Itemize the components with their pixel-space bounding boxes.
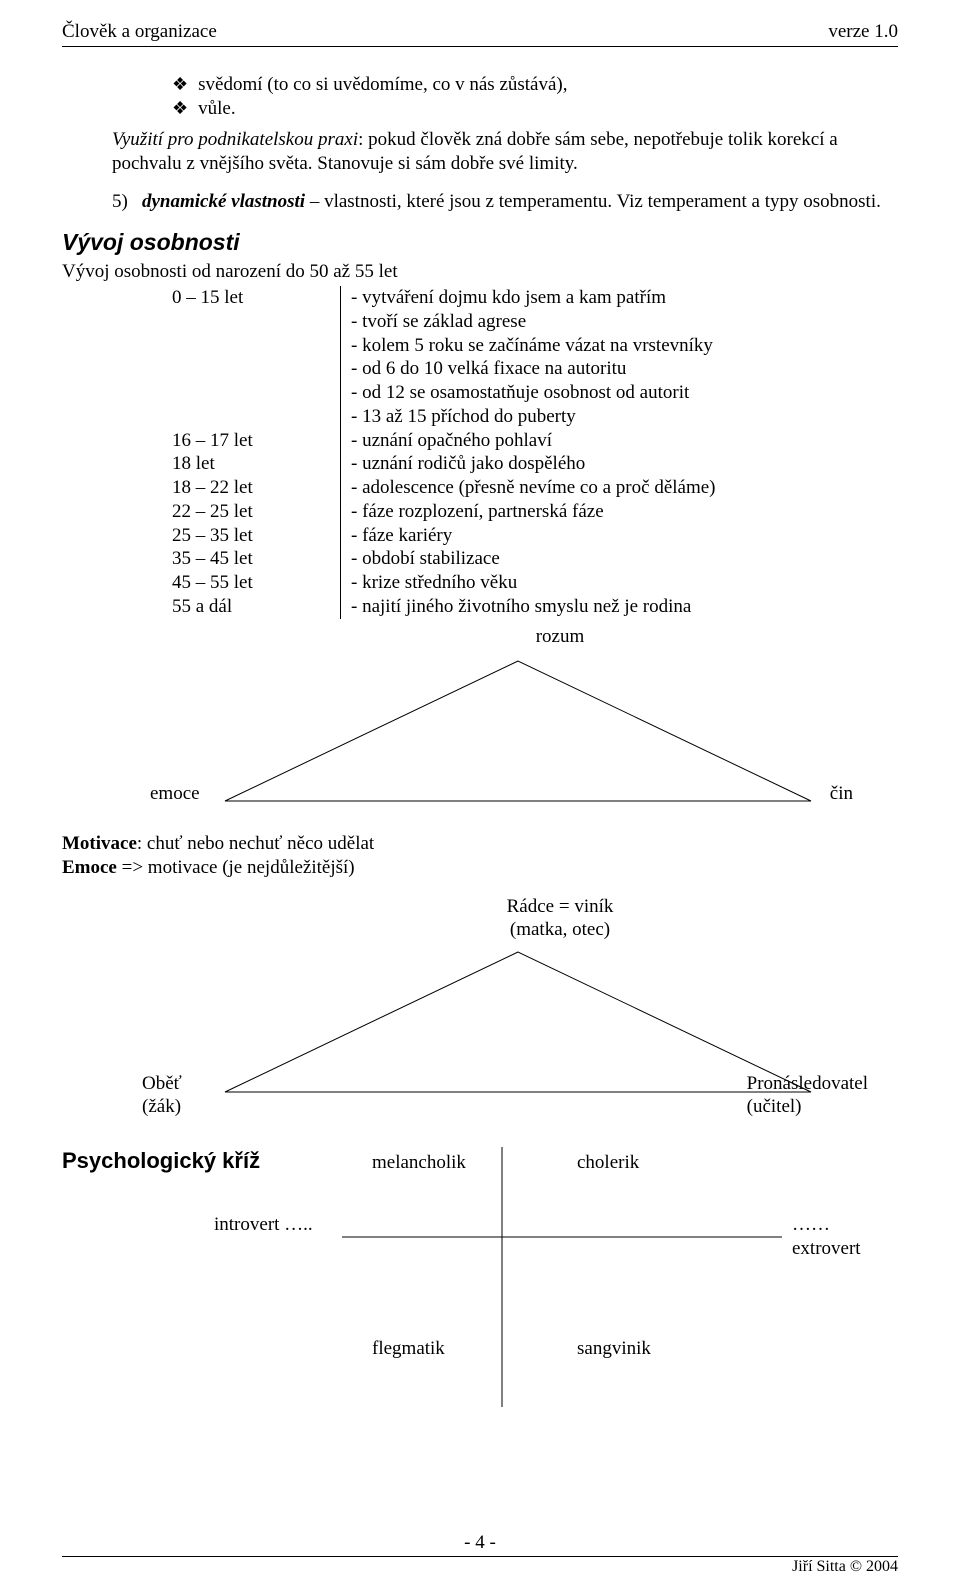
footer-credit: Jiří Sitta © 2004 xyxy=(62,1557,898,1577)
bullet-list: ❖ svědomí (to co si uvědomíme, co v nás … xyxy=(172,73,898,121)
triangle2-right-label: Pronásledovatel (učitel) xyxy=(747,1073,868,1119)
kriz-q2: cholerik xyxy=(577,1151,639,1175)
bullet-item: ❖ vůle. xyxy=(172,97,898,121)
triangle2-left2: (žák) xyxy=(142,1096,181,1117)
table-row: 35 – 45 let- období stabilizace xyxy=(172,547,898,571)
triangle1-shape xyxy=(220,656,816,806)
table-row: - tvoří se základ agrese xyxy=(172,310,898,334)
dev-age: 25 – 35 let xyxy=(172,524,341,548)
paragraph-usage-prefix: Využití pro podnikatelskou praxi xyxy=(112,129,358,150)
section-title-vyvoj: Vývoj osobnosti xyxy=(62,228,898,257)
table-row: 45 – 55 let- krize středního věku xyxy=(172,571,898,595)
kriz-q1: melancholik xyxy=(372,1151,466,1175)
development-table: 0 – 15 let- vytváření dojmu kdo jsem a k… xyxy=(172,286,898,619)
dev-desc: - kolem 5 roku se začínáme vázat na vrst… xyxy=(341,334,898,358)
header-left: Člověk a organizace xyxy=(62,20,217,44)
kriz-diagram: melancholik cholerik flegmatik sangvinik… xyxy=(342,1147,882,1407)
dev-desc: - adolescence (přesně nevíme co a proč d… xyxy=(341,476,898,500)
kriz-left: introvert ….. xyxy=(214,1213,313,1237)
triangle2-left1: Oběť xyxy=(142,1073,182,1094)
bullet-text: svědomí (to co si uvědomíme, co v nás zů… xyxy=(198,73,567,97)
triangle1-right-label: čin xyxy=(830,782,853,806)
kriz-title: Psychologický kříž xyxy=(62,1147,342,1175)
dev-age xyxy=(172,334,341,358)
dev-age: 22 – 25 let xyxy=(172,500,341,524)
motivation-line1: Motivace: chuť nebo nechuť něco udělat xyxy=(62,832,898,856)
triangle2-right2: (učitel) xyxy=(747,1096,802,1117)
dev-age xyxy=(172,357,341,381)
triangle2-left-label: Oběť (žák) xyxy=(142,1073,182,1119)
table-row: 18 – 22 let- adolescence (přesně nevíme … xyxy=(172,476,898,500)
dev-desc: - 13 až 15 příchod do puberty xyxy=(341,405,898,429)
dev-age: 0 – 15 let xyxy=(172,286,341,310)
item-bold: dynamické vlastnosti xyxy=(142,191,305,212)
dev-desc: - uznání opačného pohlaví xyxy=(341,429,898,453)
triangle2-top-label: Rádce = viník (matka, otec) xyxy=(282,896,838,942)
triangle2-top2: (matka, otec) xyxy=(510,919,610,940)
table-row: 18 let- uznání rodičů jako dospělého xyxy=(172,452,898,476)
page-number: - 4 - xyxy=(62,1531,898,1557)
triangle1-top-label: rozum xyxy=(282,625,838,649)
kriz-right: …… extrovert xyxy=(792,1213,882,1261)
header-right: verze 1.0 xyxy=(828,20,898,44)
header-bar: Člověk a organizace verze 1.0 xyxy=(62,20,898,47)
dev-desc: - vytváření dojmu kdo jsem a kam patřím xyxy=(341,286,898,310)
triangle2-top1: Rádce = viník xyxy=(507,896,614,917)
kriz-axes xyxy=(342,1147,882,1407)
motivation-bold1: Motivace xyxy=(62,833,137,854)
table-row: - od 12 se osamostatňuje osobnost od aut… xyxy=(172,381,898,405)
table-row: 55 a dál- najití jiného životního smyslu… xyxy=(172,595,898,619)
motivation-line2: Emoce => motivace (je nejdůležitější) xyxy=(62,856,898,880)
dev-age: 55 a dál xyxy=(172,595,341,619)
triangle2-right1: Pronásledovatel xyxy=(747,1073,868,1094)
dev-age xyxy=(172,310,341,334)
table-row: 25 – 35 let- fáze kariéry xyxy=(172,524,898,548)
triangle1: emoce čin xyxy=(62,656,898,816)
dev-desc: - fáze rozplození, partnerská fáze xyxy=(341,500,898,524)
dev-desc: - fáze kariéry xyxy=(341,524,898,548)
table-row: - od 6 do 10 velká fixace na autoritu xyxy=(172,357,898,381)
footer: - 4 - Jiří Sitta © 2004 xyxy=(62,1531,898,1577)
dev-desc: - období stabilizace xyxy=(341,547,898,571)
dev-desc: - tvoří se základ agrese xyxy=(341,310,898,334)
numbered-item-5: 5) dynamické vlastnosti – vlastnosti, kt… xyxy=(112,190,898,214)
table-row: 0 – 15 let- vytváření dojmu kdo jsem a k… xyxy=(172,286,898,310)
dev-desc: - krize středního věku xyxy=(341,571,898,595)
triangle2-shape xyxy=(220,947,816,1097)
table-row: 22 – 25 let- fáze rozplození, partnerská… xyxy=(172,500,898,524)
dev-age: 18 let xyxy=(172,452,341,476)
paragraph-usage: Využití pro podnikatelskou praxi: pokud … xyxy=(112,128,888,176)
dev-age: 45 – 55 let xyxy=(172,571,341,595)
dev-desc: - najití jiného životního smyslu než je … xyxy=(341,595,898,619)
triangle1-left-label: emoce xyxy=(150,782,200,806)
motivation-bold2: Emoce xyxy=(62,857,117,878)
triangle2-polygon xyxy=(225,952,811,1092)
motivation-block: Motivace: chuť nebo nechuť něco udělat E… xyxy=(62,832,898,880)
diamond-icon: ❖ xyxy=(172,73,188,96)
triangle2: Oběť (žák) Pronásledovatel (učitel) xyxy=(62,947,898,1127)
triangle1-polygon xyxy=(225,661,811,801)
item-rest: – vlastnosti, které jsou z temperamentu.… xyxy=(305,191,881,212)
kriz-q4: sangvinik xyxy=(577,1337,651,1361)
table-row: 16 – 17 let- uznání opačného pohlaví xyxy=(172,429,898,453)
dev-desc: - uznání rodičů jako dospělého xyxy=(341,452,898,476)
kriz-q3: flegmatik xyxy=(372,1337,445,1361)
dev-age xyxy=(172,405,341,429)
bullet-text: vůle. xyxy=(198,97,235,121)
section-subtitle: Vývoj osobnosti od narození do 50 až 55 … xyxy=(62,260,898,284)
dev-age xyxy=(172,381,341,405)
dev-age: 18 – 22 let xyxy=(172,476,341,500)
dev-age: 16 – 17 let xyxy=(172,429,341,453)
diamond-icon: ❖ xyxy=(172,97,188,120)
kriz-row: Psychologický kříž melancholik cholerik … xyxy=(62,1147,898,1407)
dev-age: 35 – 45 let xyxy=(172,547,341,571)
table-row: - 13 až 15 příchod do puberty xyxy=(172,405,898,429)
table-row: - kolem 5 roku se začínáme vázat na vrst… xyxy=(172,334,898,358)
dev-desc: - od 12 se osamostatňuje osobnost od aut… xyxy=(341,381,898,405)
motivation-rest2: => motivace (je nejdůležitější) xyxy=(117,857,355,878)
item-number: 5) xyxy=(112,190,142,214)
dev-desc: - od 6 do 10 velká fixace na autoritu xyxy=(341,357,898,381)
bullet-item: ❖ svědomí (to co si uvědomíme, co v nás … xyxy=(172,73,898,97)
motivation-rest1: : chuť nebo nechuť něco udělat xyxy=(137,833,374,854)
